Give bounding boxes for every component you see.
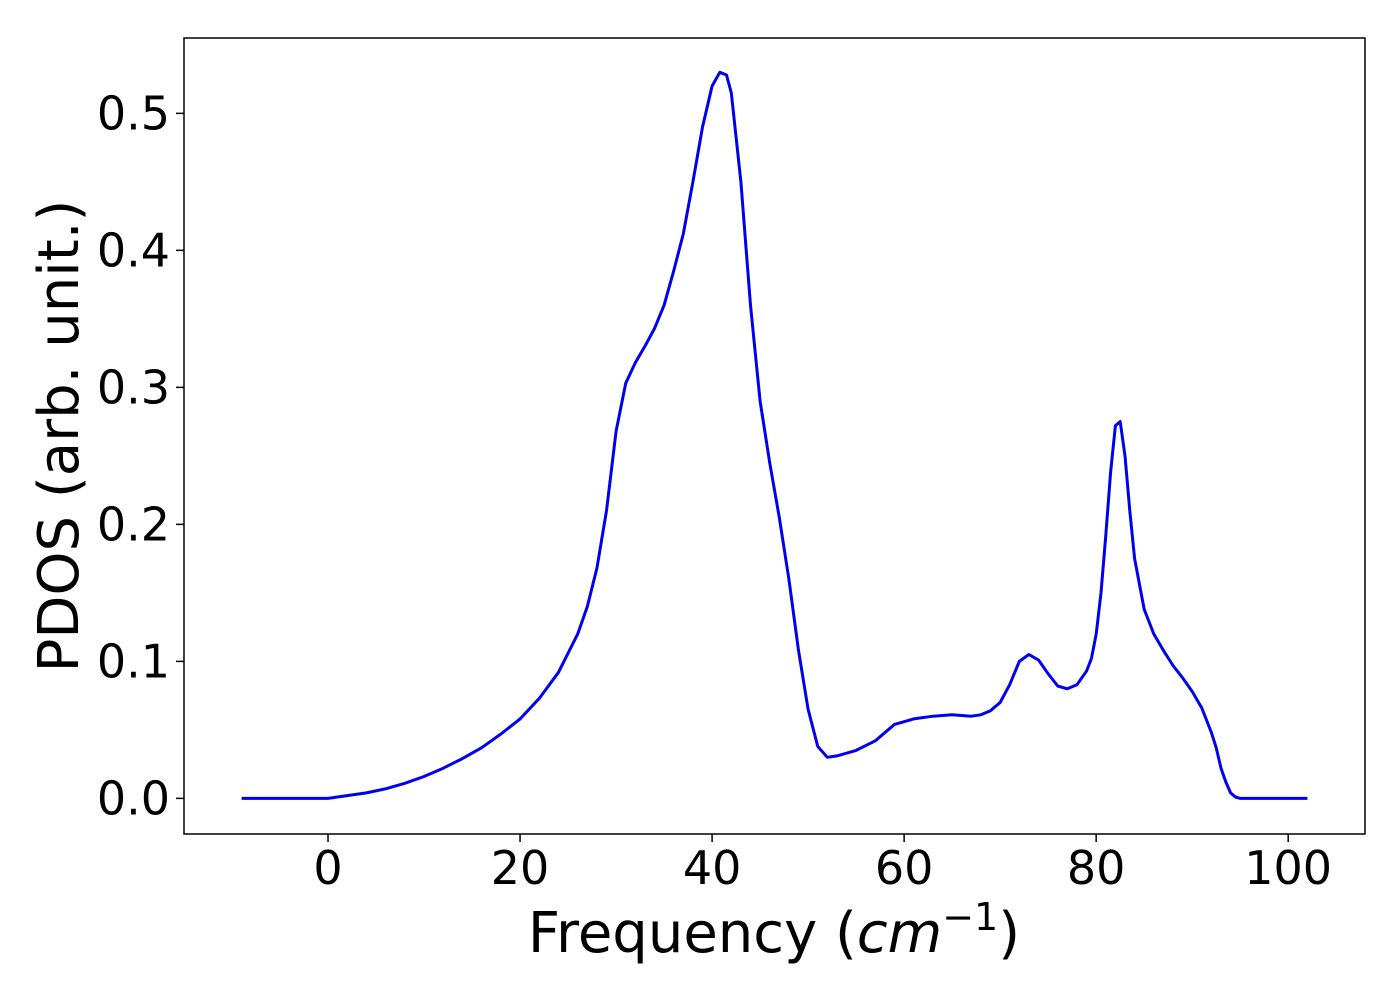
y-tick-label: 0.3 xyxy=(97,360,170,414)
y-axis-label: PDOS (arb. unit.) xyxy=(27,200,92,673)
plot-area xyxy=(183,37,1366,835)
series-line-pdos xyxy=(241,70,1308,800)
x-tick-label: 20 xyxy=(491,841,550,895)
x-tick-label: 100 xyxy=(1244,841,1332,895)
x-axis-label: Frequency (cm−1) xyxy=(528,895,1020,966)
y-axis-ticks: 0.0 0.1 0.2 0.3 0.4 0.5 xyxy=(97,86,184,825)
x-tick-label: 0 xyxy=(313,841,342,895)
x-tick-label: 40 xyxy=(683,841,742,895)
y-tick-label: 0.2 xyxy=(97,497,170,551)
y-tick-label: 0.5 xyxy=(97,86,170,140)
x-axis-ticks: 0 20 40 60 80 100 xyxy=(313,834,1332,895)
y-tick-label: 0.0 xyxy=(97,771,170,825)
x-tick-label: 60 xyxy=(875,841,934,895)
y-tick-label: 0.4 xyxy=(97,223,170,277)
x-tick-label: 80 xyxy=(1067,841,1126,895)
y-tick-label: 0.1 xyxy=(97,634,170,688)
